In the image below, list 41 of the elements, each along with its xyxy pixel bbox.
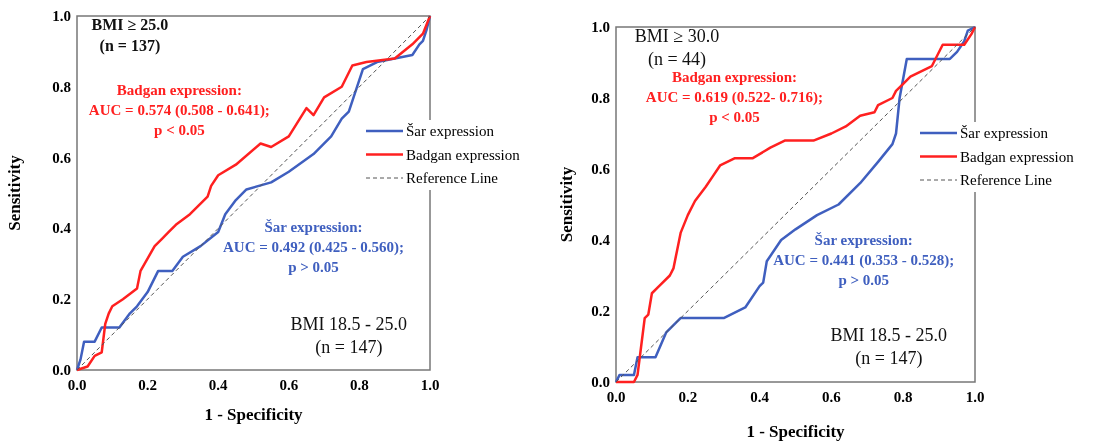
annotation: Badgan expression: AUC = 0.574 (0.508 - 0.641); p < 0.05 [88, 82, 270, 138]
y-tick-label: 0.8 [591, 90, 610, 106]
y-tick-label: 0.4 [52, 220, 72, 237]
legend-label: Reference Line [406, 170, 499, 186]
y-axis-title: Sensitivity [5, 154, 24, 231]
x-tick-label: 1.0 [420, 377, 440, 393]
x-tick-label: 0.4 [208, 377, 229, 393]
x-tick-label: 1.0 [965, 389, 985, 405]
legend-label: Šar expression [406, 123, 495, 139]
x-tick-label: 0.0 [67, 377, 87, 393]
annotation: BMI 18.5 - 25.0 (n = 147) [290, 314, 408, 358]
y-tick-label: 0.4 [591, 232, 611, 248]
y-tick-label: 1.0 [52, 8, 71, 24]
y-tick-label: 0.0 [52, 362, 71, 378]
annotation: BMI ≥ 25.0 (n = 137) [91, 16, 169, 55]
annotation: Badgan expression: AUC = 0.619 (0.522- 0.716); p < 0.05 [645, 69, 824, 125]
x-tick-label: 0.2 [138, 377, 157, 393]
y-tick-label: 0.6 [591, 161, 611, 177]
x-tick-label: 0.0 [606, 389, 626, 405]
annotation: BMI ≥ 30.0 (n = 44) [634, 26, 720, 70]
legend-label: Šar expression [960, 125, 1049, 141]
x-axis-title: 1 - Specificity [746, 422, 846, 441]
annotation: Šar expression: AUC = 0.441 (0.353 - 0.528); p > 0.05 [773, 232, 955, 288]
y-axis-title: Sensitivity [557, 166, 576, 243]
legend-label: Reference Line [960, 172, 1053, 188]
x-tick-label: 0.6 [279, 377, 299, 393]
y-tick-label: 0.2 [591, 303, 610, 319]
annotation: Šar expression: AUC = 0.492 (0.425 - 0.560); p > 0.05 [222, 219, 405, 275]
annotation: BMI 18.5 - 25.0 (n = 147) [830, 325, 948, 369]
x-tick-label: 0.4 [750, 389, 770, 405]
x-tick-label: 0.8 [350, 377, 369, 393]
legend-label: Badgan expression [406, 146, 521, 163]
y-tick-label: 1.0 [591, 19, 610, 35]
x-tick-label: 0.8 [893, 389, 913, 405]
legend-label: Badgan expression [960, 148, 1075, 165]
x-tick-label: 0.6 [822, 389, 842, 405]
y-tick-label: 0.8 [52, 78, 71, 95]
x-axis-title: 1 - Specificity [204, 405, 304, 424]
x-tick-label: 0.2 [678, 389, 698, 405]
y-tick-label: 0.2 [52, 291, 71, 308]
y-tick-label: 0.6 [52, 149, 72, 166]
